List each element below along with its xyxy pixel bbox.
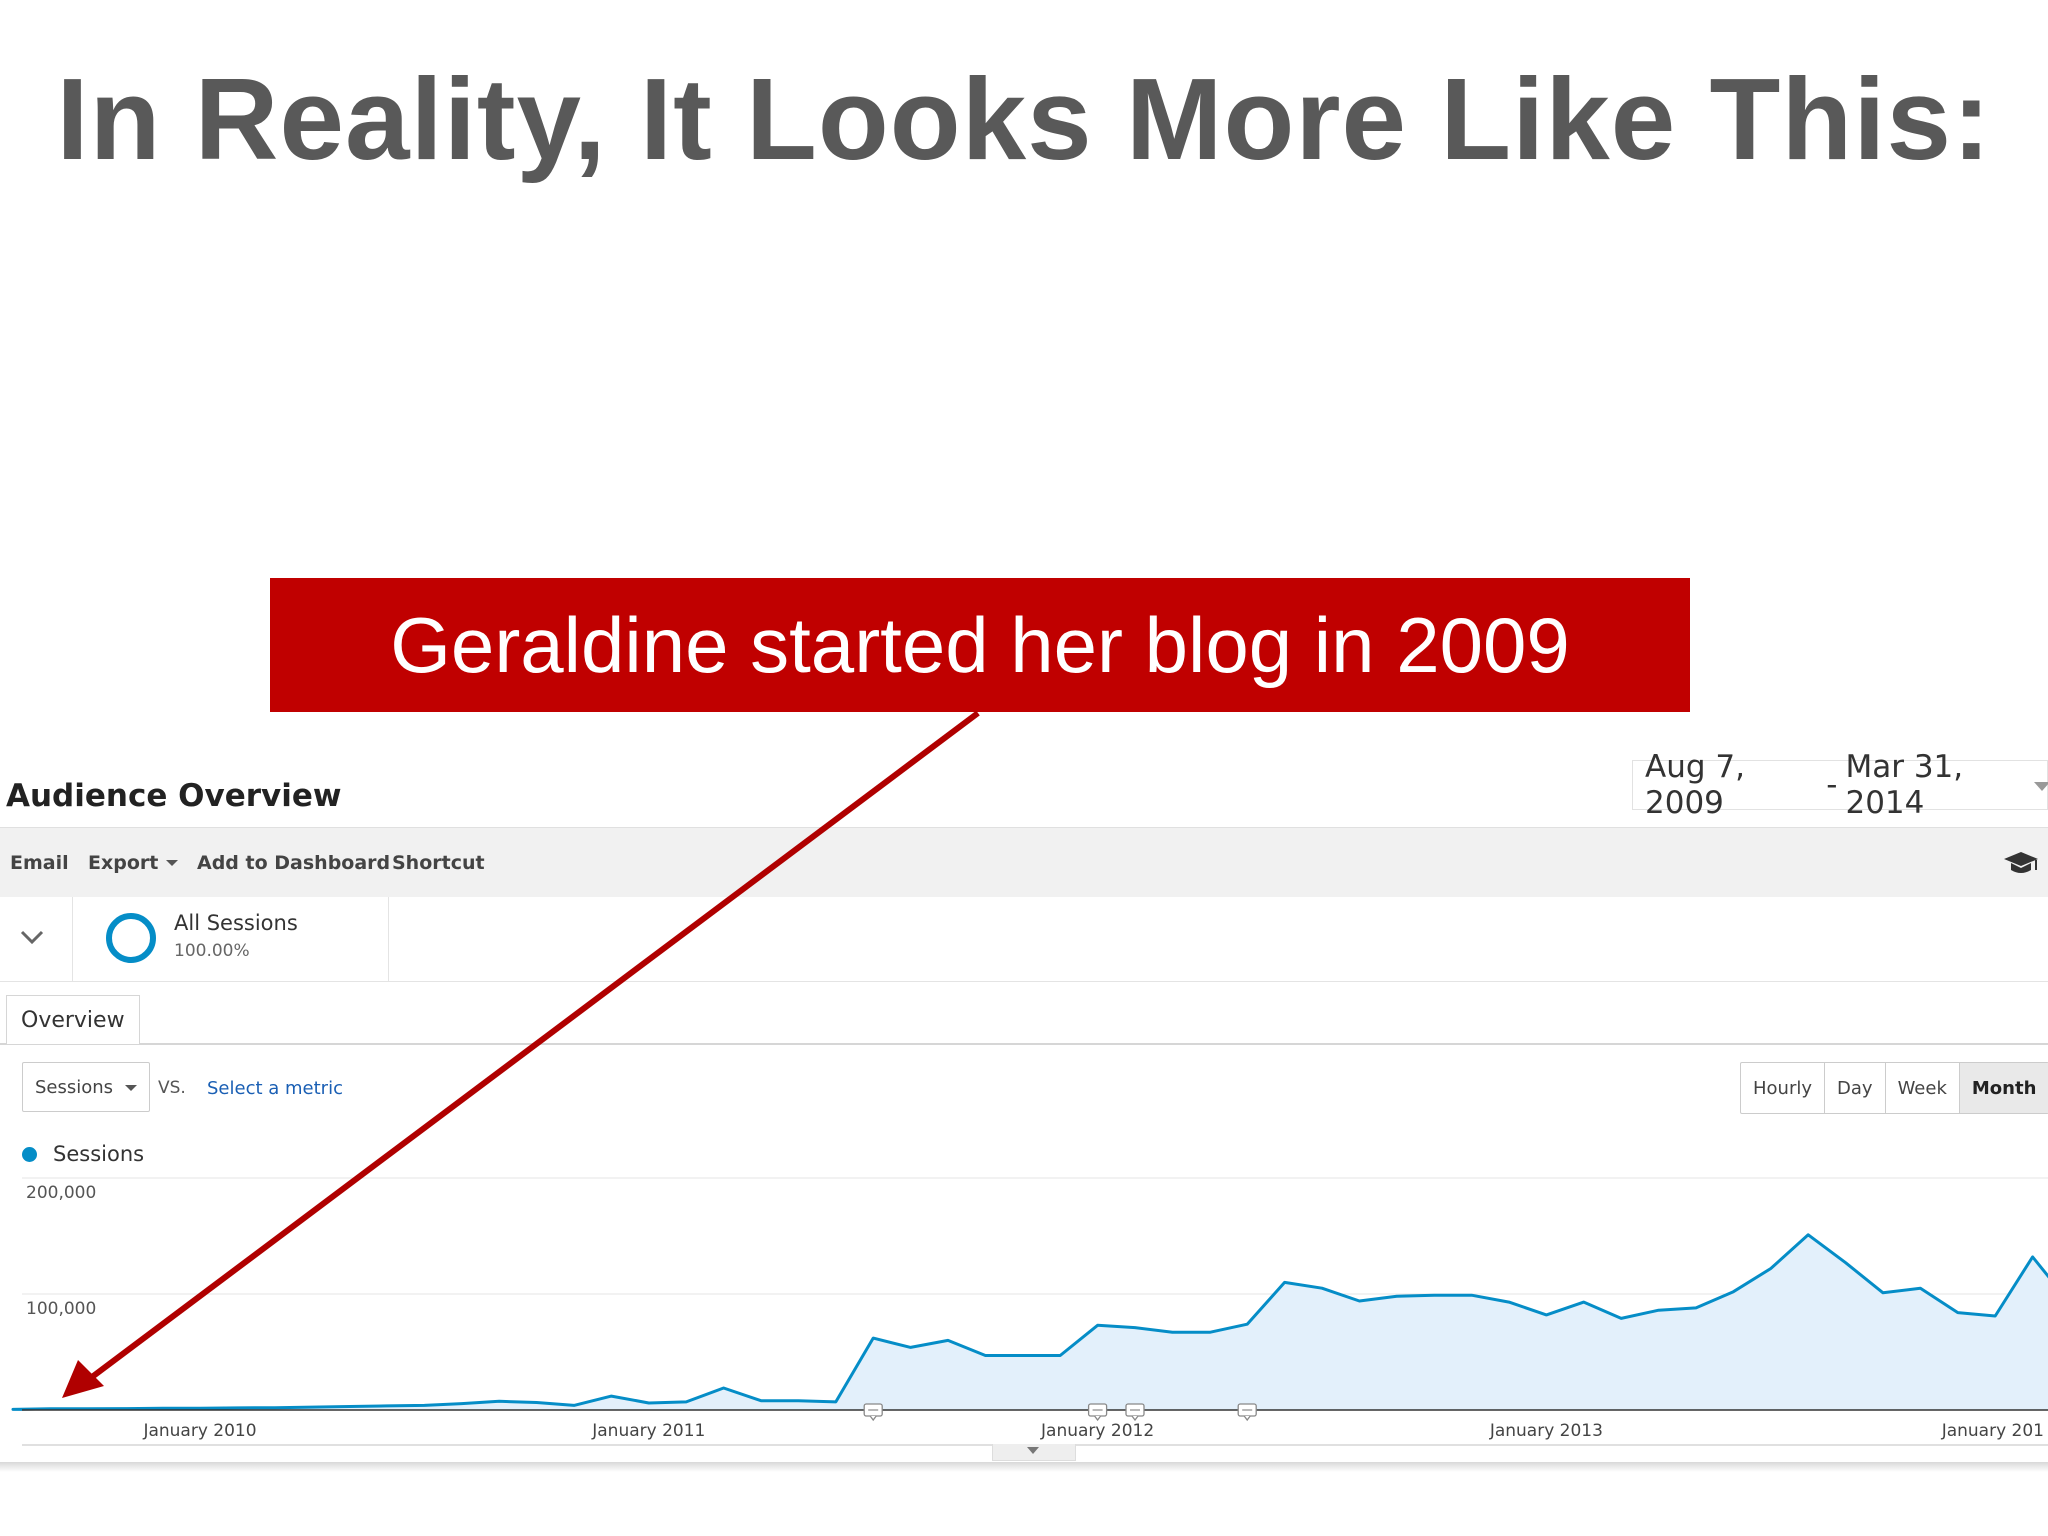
select-metric-link[interactable]: Select a metric <box>207 1078 343 1099</box>
metric-select-label: Sessions <box>35 1076 114 1098</box>
month-button[interactable]: Month <box>1958 1063 2048 1113</box>
series-line-sessions <box>11 1233 2048 1411</box>
x-tick-label: January 2011 <box>591 1421 705 1441</box>
tab-overview[interactable]: Overview <box>6 995 140 1044</box>
graduation-cap-icon[interactable] <box>2002 848 2040 878</box>
legend-label: Sessions <box>53 1142 145 1166</box>
segment-percent: 100.00% <box>174 941 250 961</box>
callout-box: Geraldine started her blog in 2009 <box>270 578 1690 712</box>
x-tick-label: January 2010 <box>142 1421 256 1441</box>
sessions-chart: 200,000 100,000 January 2010 January 2011 Ja… <box>11 1177 2048 1441</box>
segment-bar: All Sessions 100.00% <box>0 897 2048 982</box>
caret-down-icon <box>1027 1447 1039 1454</box>
caret-down-icon <box>125 1085 137 1091</box>
divider <box>388 897 389 981</box>
tab-bar: Overview <box>0 995 2048 1045</box>
divider <box>72 897 73 981</box>
segment-ring-icon <box>106 913 156 963</box>
annotation-marker-icon[interactable] <box>863 1403 883 1422</box>
email-button[interactable]: Email <box>10 852 69 874</box>
chart-legend: Sessions <box>22 1142 144 1166</box>
week-button[interactable]: Week <box>1884 1063 1959 1113</box>
report-toolbar: Email Export Add to Dashboard Shortcut <box>0 827 2048 898</box>
y-tick-label: 100,000 <box>26 1299 96 1319</box>
panel-shadow <box>0 1462 2048 1472</box>
collapse-chart-handle[interactable] <box>992 1444 1076 1461</box>
annotation-marker-icon[interactable] <box>1087 1403 1108 1422</box>
hourly-button[interactable]: Hourly <box>1753 1077 1813 1099</box>
arrow-shaft <box>78 710 980 1389</box>
x-tick-label: January 2013 <box>1489 1421 1603 1441</box>
slide-title: In Reality, It Looks More Like This: <box>56 54 1992 184</box>
analytics-panel: Audience Overview Aug 7, 2009 - Mar 31, … <box>0 749 2048 1461</box>
day-button[interactable]: Day <box>1824 1063 1885 1113</box>
granularity-toggle: Hourly Day Week Month <box>1740 1062 2048 1114</box>
date-separator: - <box>1826 767 1838 803</box>
add-to-dashboard-button[interactable]: Add to Dashboard <box>197 852 391 874</box>
callout-text: Geraldine started her blog in 2009 <box>390 600 1570 689</box>
arrow-head-icon <box>62 1360 104 1398</box>
series-area <box>13 1234 2048 1410</box>
chevron-down-icon[interactable] <box>2034 782 2048 791</box>
y-tick-label: 200,000 <box>26 1183 96 1203</box>
annotation-marker-icon[interactable] <box>1125 1403 1145 1422</box>
export-button[interactable]: Export <box>88 828 179 898</box>
date-end: Mar 31, 2014 <box>1845 749 1964 821</box>
shortcut-button[interactable]: Shortcut <box>392 852 485 874</box>
x-tick-label: January 201 <box>1941 1421 2044 1441</box>
annotation-marker-icon[interactable] <box>1237 1403 1257 1422</box>
page-title: Audience Overview <box>6 778 342 814</box>
caret-down-icon <box>166 860 179 866</box>
date-start: Aug 7, 2009 <box>1645 749 1745 821</box>
metric-select[interactable]: Sessions <box>22 1062 150 1112</box>
chevron-down-icon[interactable] <box>16 921 48 953</box>
vs-label: VS. <box>158 1078 186 1098</box>
x-tick-label: January 2012 <box>1040 1421 1154 1441</box>
legend-dot-icon <box>22 1146 37 1162</box>
segment-name[interactable]: All Sessions <box>174 911 298 935</box>
